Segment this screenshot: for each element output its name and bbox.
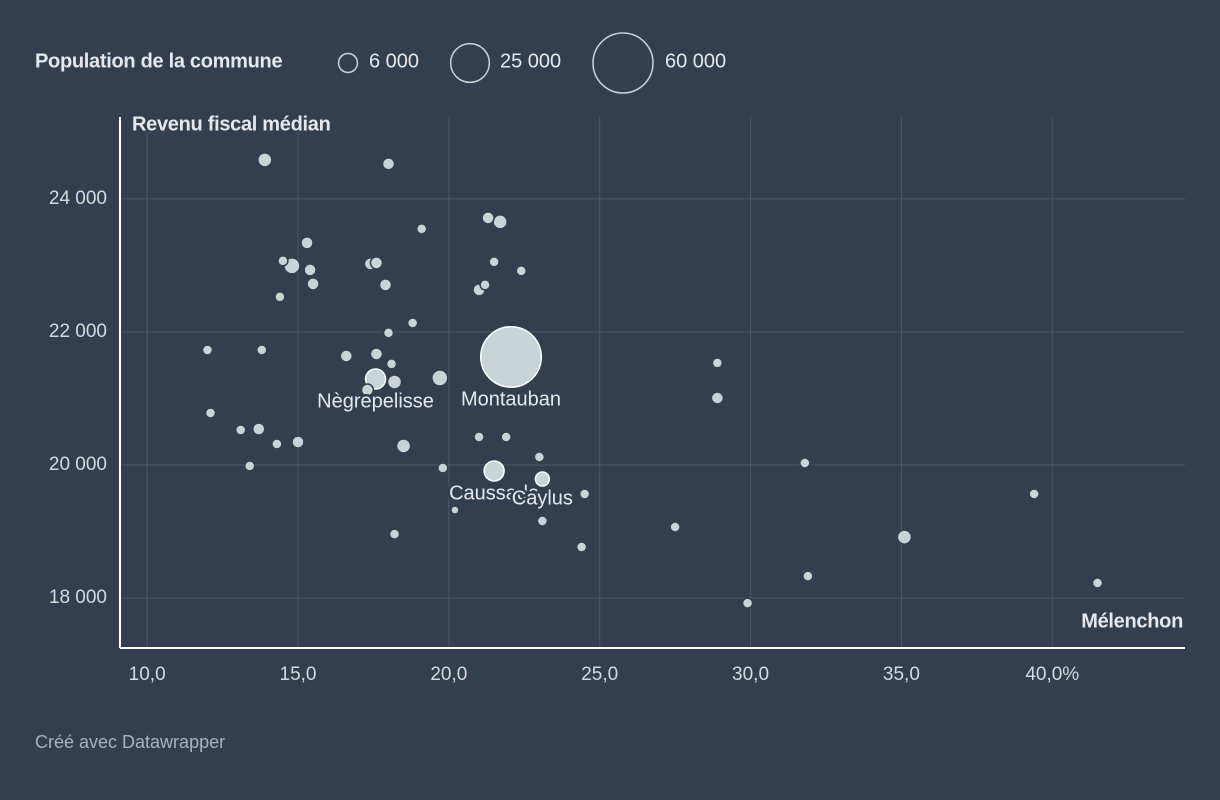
bubble (388, 528, 401, 540)
bubble (575, 541, 588, 553)
legend-label: 60 000 (665, 50, 726, 72)
bubble (578, 488, 591, 500)
legend-title: Population de la commune (35, 50, 282, 72)
bubble (536, 515, 549, 527)
bubble (533, 451, 546, 463)
legend-label: 6 000 (369, 50, 419, 72)
x-tick-label: 40,0% (1025, 664, 1079, 685)
x-tick-label: 30,0 (732, 664, 769, 685)
bubble (488, 256, 500, 268)
point-label: Caylus (512, 487, 573, 509)
x-tick-label: 25,0 (581, 664, 618, 685)
bubble (364, 368, 387, 390)
y-tick-label: 20 000 (49, 454, 107, 475)
bubble (204, 407, 217, 419)
bubble (437, 462, 449, 474)
point-label: Montauban (461, 388, 561, 410)
y-tick-label: 24 000 (49, 188, 107, 209)
bubble (802, 570, 814, 582)
point-label: Nègrepelisse (317, 390, 434, 412)
y-tick-label: 22 000 (49, 321, 107, 342)
bubble (741, 597, 754, 609)
bubble (382, 327, 395, 339)
bubble (369, 347, 384, 361)
bubble (386, 374, 403, 390)
bubble (381, 157, 396, 171)
bubble (234, 424, 247, 436)
point-label: Caussade (449, 482, 539, 504)
bubble (360, 383, 375, 397)
x-tick-label: 20,0 (430, 664, 467, 685)
source-note: Créé avec Datawrapper (35, 732, 225, 752)
bubble (252, 422, 266, 436)
bubble (415, 223, 428, 235)
bubble (500, 431, 512, 443)
bubble (534, 471, 551, 487)
bubble (711, 357, 724, 369)
y-tick-label: 18 000 (49, 587, 107, 608)
bubble (300, 236, 314, 250)
bubble (431, 369, 449, 387)
bubble (291, 435, 305, 449)
y-axis-title: Revenu fiscal médian (132, 113, 331, 135)
x-axis-title: Mélenchon (1081, 610, 1183, 632)
bubble (799, 457, 811, 469)
legend-bubble (592, 32, 654, 94)
bubble (303, 263, 317, 277)
bubble (450, 505, 460, 515)
bubble (339, 349, 354, 363)
bubble (369, 256, 384, 270)
bubble (274, 291, 286, 303)
bubble (406, 317, 419, 329)
bubble (1091, 577, 1104, 589)
legend-bubble (337, 52, 359, 74)
bubble (480, 325, 543, 388)
bubble (201, 344, 214, 356)
bubble (492, 214, 508, 230)
bubble (277, 255, 289, 267)
bubble (483, 460, 505, 482)
bubble (385, 358, 398, 370)
bubble (896, 529, 913, 545)
bubble (243, 460, 256, 472)
x-tick-label: 35,0 (883, 664, 920, 685)
bubble (515, 265, 528, 277)
bubble (1028, 488, 1040, 500)
bubble (710, 391, 725, 405)
bubble (257, 152, 273, 168)
legend-label: 25 000 (500, 50, 561, 72)
bubble (479, 279, 491, 291)
bubble (669, 521, 681, 533)
bubble (378, 278, 393, 292)
x-tick-label: 15,0 (280, 664, 317, 685)
legend-bubble (449, 42, 491, 84)
bubble (473, 431, 485, 443)
bubble (271, 438, 283, 450)
bubble (395, 438, 412, 454)
bubble (481, 211, 495, 225)
bubble (256, 344, 268, 356)
x-tick-label: 10,0 (129, 664, 166, 685)
bubble (306, 277, 320, 291)
